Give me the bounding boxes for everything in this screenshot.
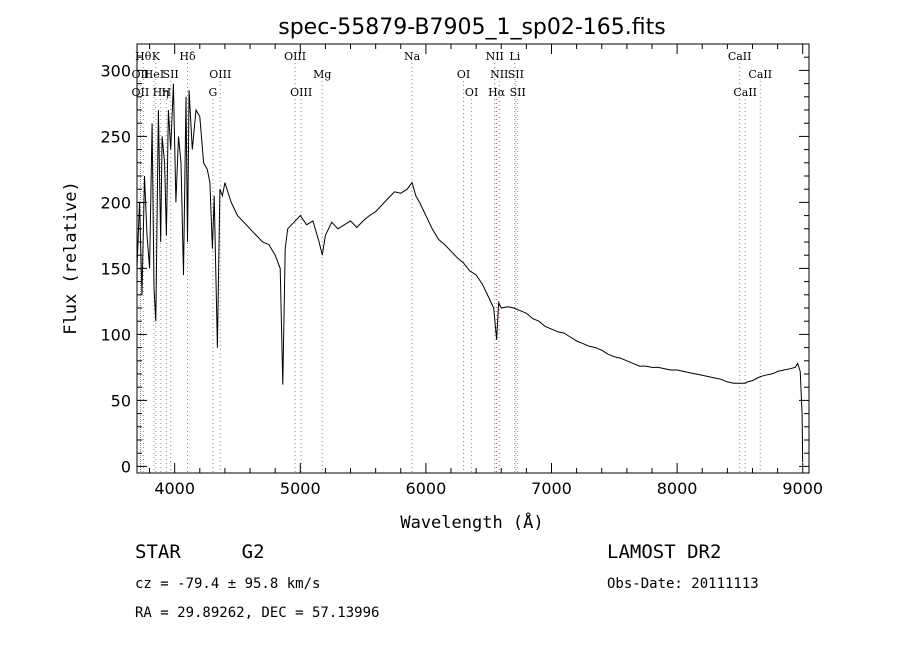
marker-label-13: OI (457, 68, 470, 81)
x-tick-label-0: 4000 (154, 479, 195, 498)
marker-label-14: NII (490, 68, 508, 81)
marker-label-17: OII (132, 86, 150, 99)
marker-label-22: OI (465, 86, 478, 99)
y-tick-label-5: 250 (100, 127, 131, 146)
y-axis-label: Flux (relative) (61, 181, 81, 335)
y-tick-label-6: 300 (100, 61, 131, 80)
y-tick-label-4: 200 (100, 193, 131, 212)
marker-label-4: Na (404, 50, 421, 63)
marker-label-24: SII (510, 86, 526, 99)
class-label: STAR (135, 541, 181, 563)
redshift-velocity: cz = -79.4 ± 95.8 km/s (135, 576, 321, 592)
marker-label-2: Hδ (179, 50, 196, 63)
marker-label-10: SII (163, 68, 179, 81)
survey-label: LAMOST DR2 (607, 541, 722, 563)
marker-label-25: CaII (733, 86, 757, 99)
y-tick-label-0: 0 (121, 457, 131, 476)
marker-label-21: OIII (290, 86, 312, 99)
marker-label-6: Li (509, 50, 520, 63)
axis-ticks: 4000 5000 6000 7000 8000 9000 0 50 100 150 200 250 3… (100, 44, 823, 498)
marker-label-20: G (208, 86, 217, 99)
x-tick-label-4: 8000 (657, 479, 698, 498)
marker-label-11: OIII (209, 68, 231, 81)
x-tick-label-3: 7000 (531, 479, 572, 498)
marker-label-15: SII (508, 68, 524, 81)
plot-frame (136, 43, 810, 474)
marker-label-8: OII (132, 68, 150, 81)
y-tick-label-1: 50 (111, 391, 131, 410)
subclass-label: G2 (241, 541, 265, 563)
y-tick-label-2: 100 (100, 325, 131, 344)
spectral-line-markers (139, 63, 761, 473)
marker-label-5: NII (486, 50, 504, 63)
x-axis-label: Wavelength (Å) (400, 511, 543, 533)
object-class: STAR G2 (135, 541, 265, 563)
chart-title: spec-55879-B7905_1_sp02-165.fits (278, 15, 666, 40)
marker-label-9: HeI (144, 68, 164, 81)
marker-label-3: OIII (284, 50, 306, 63)
marker-label-18: Hη (153, 86, 169, 99)
marker-label-0: Hθ (135, 50, 152, 63)
flux-series-line (136, 83, 804, 463)
x-tick-label-2: 6000 (406, 479, 447, 498)
marker-label-7: CaII (728, 50, 752, 63)
sky-coordinates: RA = 29.89262, DEC = 57.13996 (135, 605, 380, 621)
marker-label-1: K (152, 50, 161, 63)
x-tick-label-5: 9000 (782, 479, 823, 498)
x-tick-label-1: 5000 (280, 479, 321, 498)
observation-date: Obs-Date: 20111113 (607, 576, 759, 592)
marker-label-16: CaII (748, 68, 772, 81)
y-tick-label-3: 150 (100, 259, 131, 278)
marker-label-19: H (162, 86, 172, 99)
marker-label-12: Mg (313, 68, 331, 81)
marker-label-23: Hα (488, 86, 506, 99)
